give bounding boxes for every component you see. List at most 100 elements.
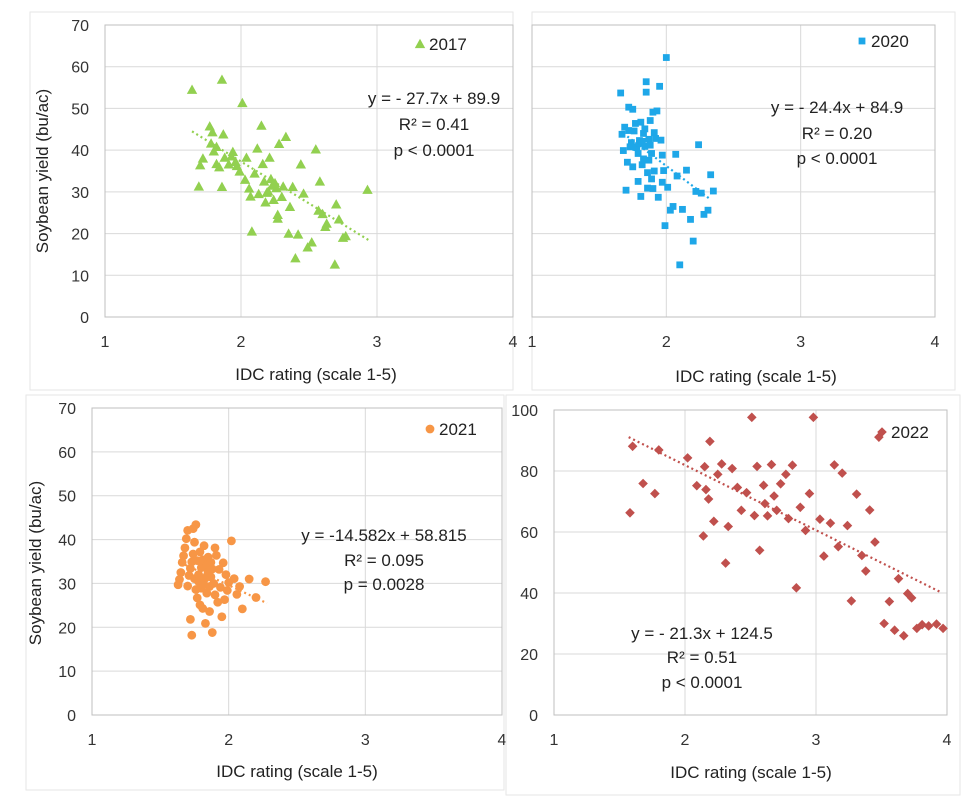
data-point xyxy=(642,78,650,86)
data-point xyxy=(277,181,289,191)
data-point xyxy=(253,188,264,199)
y-axis-label: Soybean yield (bu/ac) xyxy=(33,89,52,253)
p-value: p < 0.0001 xyxy=(797,149,878,168)
data-point xyxy=(317,208,328,219)
data-point xyxy=(829,460,840,470)
data-point xyxy=(177,557,187,567)
data-point xyxy=(673,172,681,180)
x-tick-label: 3 xyxy=(373,334,382,351)
data-point xyxy=(621,123,629,131)
data-point xyxy=(938,623,948,634)
x-tick-label: 3 xyxy=(812,732,821,749)
data-point xyxy=(252,143,263,153)
data-point xyxy=(662,54,670,61)
y-tick-label: 20 xyxy=(71,227,89,244)
data-point xyxy=(683,166,690,174)
data-point xyxy=(642,88,650,96)
data-point xyxy=(310,144,321,154)
data-point xyxy=(912,623,922,634)
data-point xyxy=(206,572,216,582)
data-point xyxy=(269,177,281,188)
regression-equation: y = - 27.7x + 89.9 xyxy=(368,89,500,108)
data-point xyxy=(257,158,268,169)
data-point xyxy=(626,143,634,151)
data-point xyxy=(879,618,889,629)
p-value: p < 0.0001 xyxy=(662,673,743,692)
data-point xyxy=(648,150,655,157)
data-point xyxy=(645,135,653,143)
data-point xyxy=(649,185,657,192)
x-tick-label: 2 xyxy=(662,334,671,351)
legend-marker xyxy=(425,424,435,434)
data-point xyxy=(917,619,927,630)
data-point xyxy=(213,597,223,607)
data-point xyxy=(234,166,245,176)
data-point xyxy=(205,138,217,148)
data-point xyxy=(273,138,285,149)
data-point xyxy=(295,159,307,169)
data-point xyxy=(720,558,731,568)
regression-equation: y = -14.582x + 58.815 xyxy=(301,526,466,545)
data-point xyxy=(232,589,242,599)
legend-marker xyxy=(858,37,866,45)
data-point xyxy=(689,237,697,245)
data-point xyxy=(210,590,220,600)
data-point xyxy=(870,537,880,547)
data-point xyxy=(618,130,626,138)
data-point xyxy=(705,436,715,447)
data-point xyxy=(627,441,638,452)
data-point xyxy=(292,229,304,239)
data-point xyxy=(201,618,210,628)
data-point xyxy=(205,607,214,616)
x-tick-label: 1 xyxy=(550,732,559,749)
data-point xyxy=(723,521,734,532)
data-point xyxy=(644,169,651,177)
data-point xyxy=(298,188,309,198)
data-point xyxy=(625,103,633,111)
y-tick-label: 20 xyxy=(520,647,538,664)
data-point xyxy=(700,210,708,218)
data-point xyxy=(676,261,684,269)
chart-panel-2020: 1 2 3 4 IDC rating (scale 1-5) 2020 y = - 24.4… xyxy=(528,11,956,391)
data-point xyxy=(791,583,802,593)
data-point xyxy=(218,558,228,568)
legend-label: 2021 xyxy=(439,420,477,439)
data-point xyxy=(637,118,645,126)
data-point xyxy=(800,525,811,536)
plot-area xyxy=(553,409,948,716)
r-squared: R² = 0.20 xyxy=(802,124,872,143)
data-point xyxy=(687,215,694,223)
data-point xyxy=(218,129,229,139)
x-tick-label: 4 xyxy=(931,334,940,351)
regression-equation: y = - 21.3x + 124.5 xyxy=(631,624,773,643)
data-point xyxy=(629,105,637,113)
legend-marker xyxy=(414,38,426,49)
data-point xyxy=(321,218,332,228)
data-point xyxy=(641,142,649,150)
y-tick-label: 100 xyxy=(511,403,538,420)
data-point xyxy=(650,167,658,175)
data-point xyxy=(795,502,806,513)
data-point xyxy=(634,150,642,157)
data-point xyxy=(227,536,236,546)
data-point xyxy=(652,135,659,142)
x-tick-label: 1 xyxy=(101,334,110,351)
data-point xyxy=(846,596,857,606)
data-point xyxy=(629,163,637,171)
data-point xyxy=(758,480,769,491)
data-point xyxy=(637,193,645,200)
data-point xyxy=(695,141,702,149)
data-point xyxy=(698,531,709,541)
x-axis-label: IDC rating (scale 1-5) xyxy=(235,365,397,384)
data-point xyxy=(214,162,225,172)
data-point xyxy=(245,191,256,201)
data-point xyxy=(207,564,217,574)
data-point xyxy=(207,628,217,637)
data-point xyxy=(211,141,222,151)
data-point xyxy=(195,159,206,170)
data-point xyxy=(207,127,218,137)
data-point xyxy=(884,596,895,607)
data-point xyxy=(893,573,904,584)
